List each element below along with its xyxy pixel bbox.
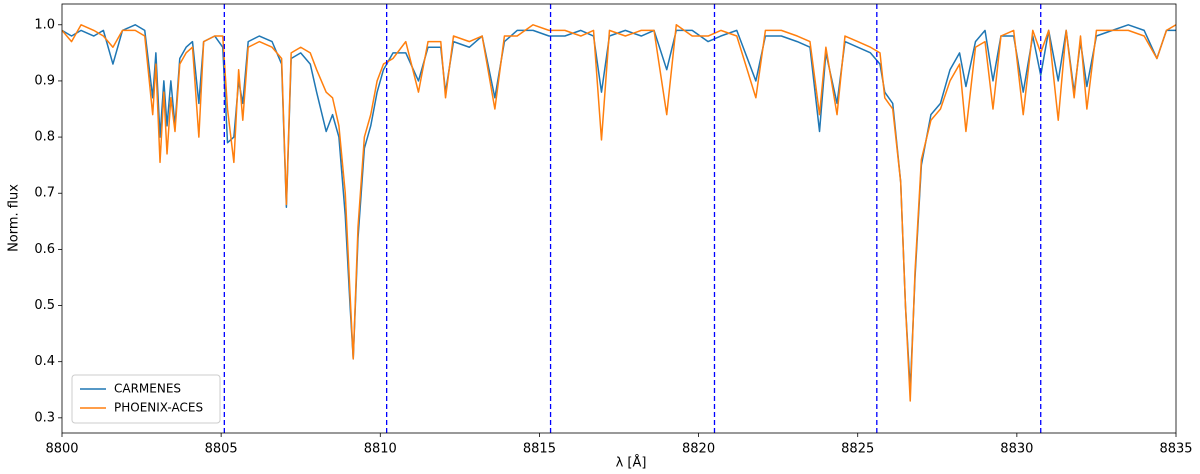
y-tick-label: 0.3 <box>34 410 55 425</box>
plot-area <box>62 4 1176 433</box>
y-tick-label: 0.7 <box>34 186 55 201</box>
x-axis-label: λ [Å] <box>616 455 647 471</box>
y-tick-label: 0.4 <box>34 354 55 369</box>
y-tick-label: 0.6 <box>34 242 55 257</box>
x-tick-label: 8820 <box>682 442 715 457</box>
x-tick-label: 8815 <box>523 442 556 457</box>
y-tick-label: 0.8 <box>34 130 55 145</box>
series-line <box>62 24 1176 402</box>
x-tick-label: 8830 <box>1000 442 1033 457</box>
legend: CARMENES PHOENIX-ACES <box>71 374 221 424</box>
y-tick-label: 0.5 <box>34 298 55 313</box>
y-tick-label: 0.9 <box>34 73 55 88</box>
x-tick-label: 8835 <box>1159 442 1192 457</box>
y-tick-label: 1.0 <box>34 17 55 32</box>
legend-label: PHOENIX-ACES <box>114 401 203 415</box>
y-axis-label: Norm. flux <box>7 184 22 252</box>
plot-frame <box>61 3 1177 434</box>
legend-box <box>71 374 221 424</box>
x-tick-label: 8810 <box>364 442 397 457</box>
legend-label: CARMENES <box>114 382 181 396</box>
x-tick-label: 8825 <box>841 442 874 457</box>
x-tick-label: 8805 <box>205 442 238 457</box>
x-tick-label: 8800 <box>45 442 78 457</box>
